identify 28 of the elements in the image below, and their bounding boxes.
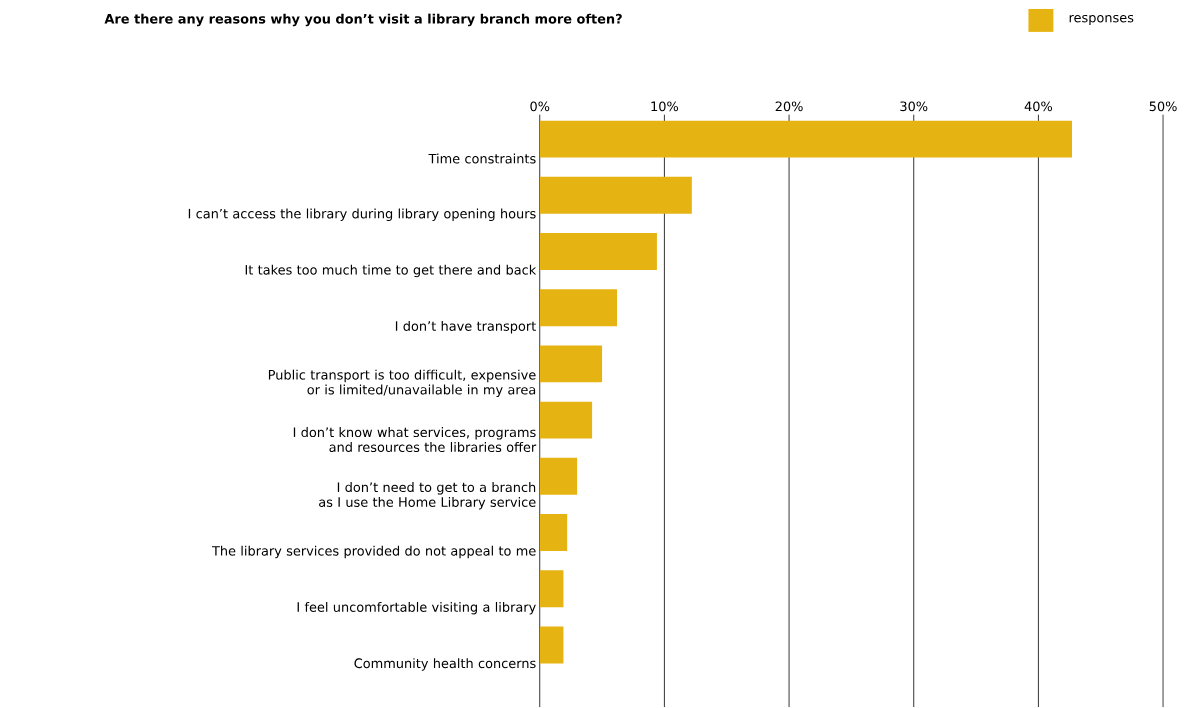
x-tick-label: 10% (651, 101, 679, 112)
bar (539, 233, 657, 271)
bar (539, 514, 568, 552)
y-tick-label: I don’t need to get to a branch as I use the Home Library service (319, 482, 536, 510)
x-tick-label: 0% (530, 101, 550, 112)
bar (539, 401, 593, 439)
bar (539, 626, 564, 664)
text: Are there any reasons why you don’t visit a library branch more often? (104, 13, 622, 27)
x-tick-label: 20% (775, 101, 803, 112)
x-tick-label: 30% (900, 101, 928, 112)
y-tick-label: I feel uncomfortable visiting a library (297, 602, 536, 615)
x-tick-label: 40% (1024, 101, 1053, 112)
bar (539, 120, 1073, 158)
y-tick-label: I can’t access the library during library opening hours (188, 208, 536, 222)
y-tick-label: I don’t have transport (395, 321, 536, 334)
bar (539, 570, 564, 608)
y-tick-label: It takes too much time to get there and back (245, 264, 537, 278)
y-tick-label: Community health concerns (354, 658, 536, 671)
y-tick-label: The library services provided do not appeal to me (211, 545, 536, 559)
bar (539, 289, 618, 327)
y-tick-label: Time constraints (428, 153, 536, 164)
y-tick-label: I don’t know what services, programs and resources the libraries offer (293, 427, 537, 453)
bar (539, 177, 692, 214)
bar (539, 458, 578, 496)
bar (539, 345, 603, 383)
x-tick-label: 50% (1149, 101, 1177, 112)
legend-label: responses (1069, 15, 1134, 26)
y-tick-label: Public transport is too difficult, expensive or is limited/unavailable in my area (268, 369, 536, 398)
